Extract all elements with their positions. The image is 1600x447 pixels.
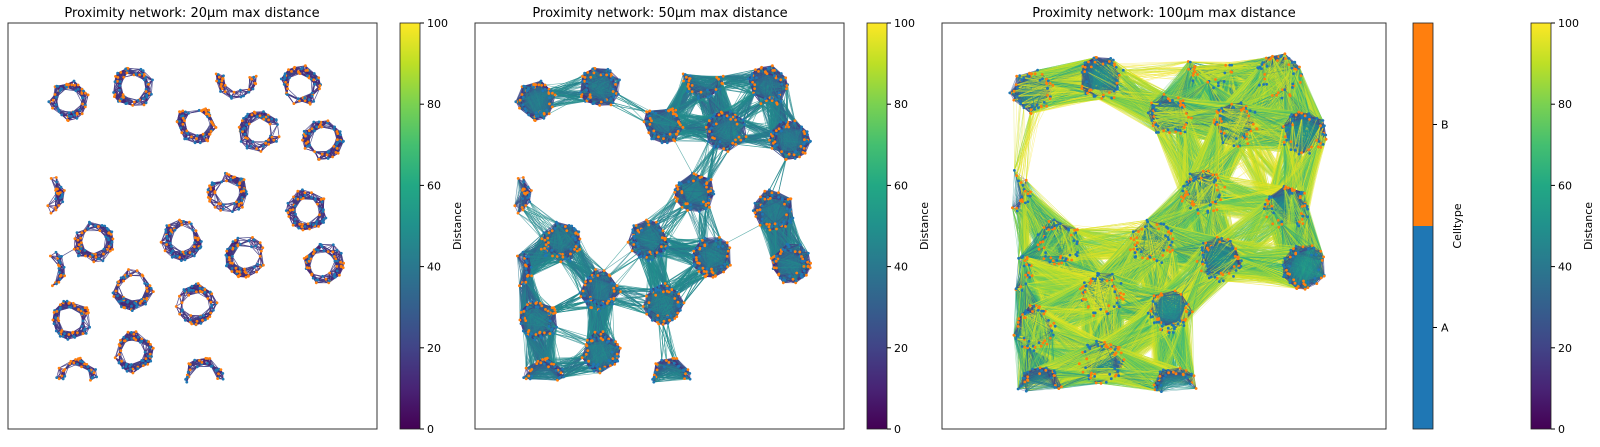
panel-2-title: Proximity network: 50µm max distance [532,6,787,21]
edge [238,237,253,238]
panel-1-network [46,64,345,383]
panel-1-title: Proximity network: 20µm max distance [64,6,319,21]
edge [293,197,294,210]
edge [62,249,75,256]
edge [252,247,261,257]
edge [278,125,280,137]
panel-3-title: Proximity network: 100µm max distance [1032,6,1295,21]
edge [323,199,324,210]
edge [272,125,278,138]
